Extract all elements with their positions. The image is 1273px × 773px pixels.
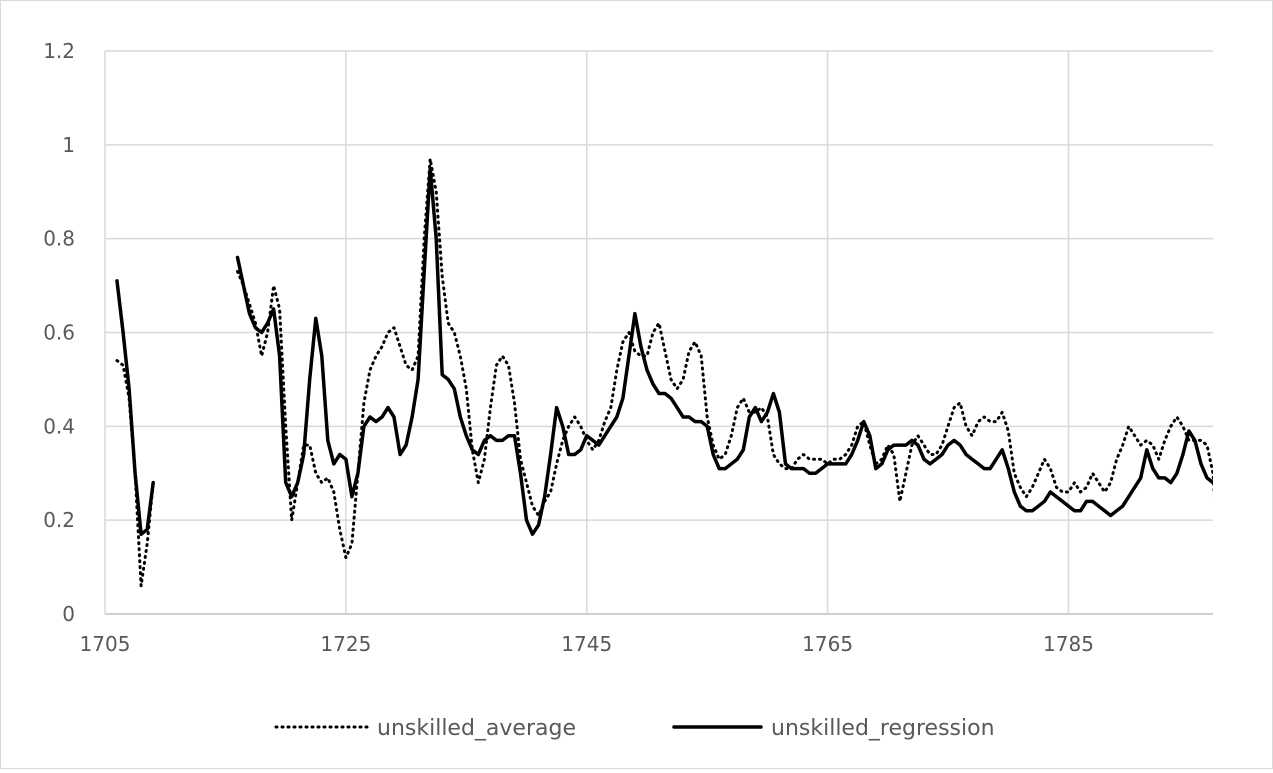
x-tick-label: 1765	[802, 632, 853, 656]
y-tick-label: 1	[62, 133, 75, 157]
x-tick-label: 1785	[1043, 632, 1094, 656]
y-tick-label: 0.2	[43, 508, 75, 532]
x-tick-label: 1745	[561, 632, 612, 656]
legend: unskilled_average unskilled_regression	[274, 716, 995, 741]
y-axis-tick-labels: 0 0.2 0.4 0.6 0.8 1 1.2	[43, 39, 75, 626]
series-lines	[115, 157, 1213, 588]
x-tick-label: 1705	[80, 632, 131, 656]
y-tick-label: 0.6	[43, 321, 75, 345]
series-line-unskilled-regression	[115, 166, 1213, 536]
legend-label-unskilled-average: unskilled_average	[377, 716, 576, 741]
y-tick-label: 1.2	[43, 39, 75, 63]
y-tick-label: 0	[62, 602, 75, 626]
y-tick-label: 0.8	[43, 227, 75, 251]
x-tick-label: 1725	[320, 632, 371, 656]
y-tick-label: 0.4	[43, 414, 75, 438]
gridlines	[104, 50, 1213, 615]
x-axis-tick-labels: 1705 1725 1745 1765 1785	[80, 632, 1094, 656]
legend-label-unskilled-regression: unskilled_regression	[771, 716, 995, 741]
